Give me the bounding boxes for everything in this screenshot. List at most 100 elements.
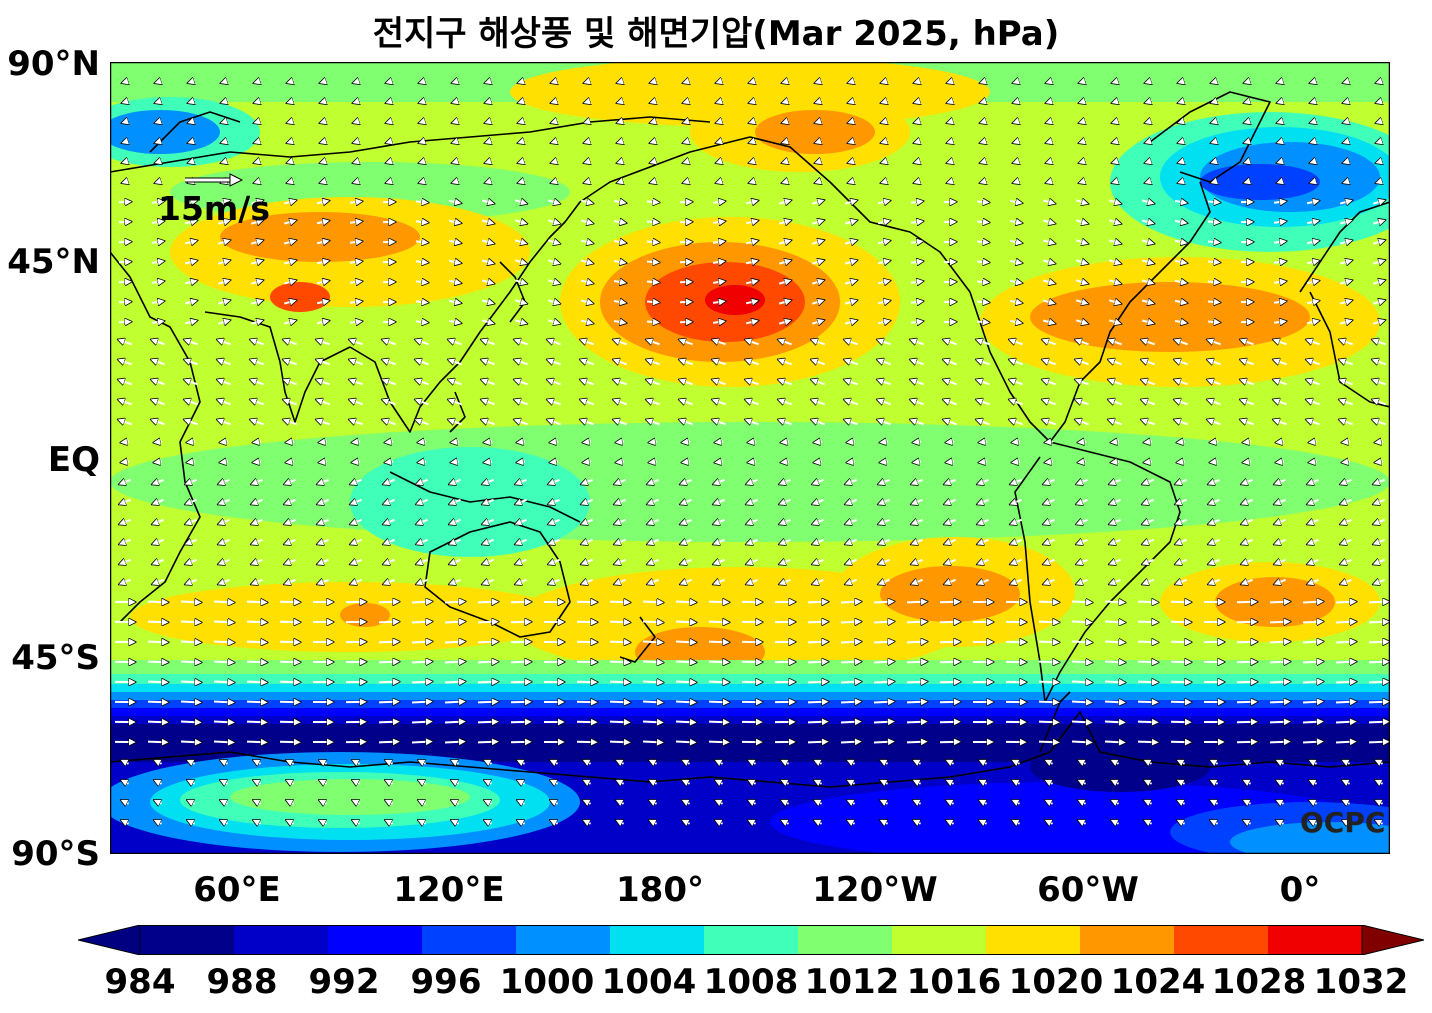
wind-arrow <box>848 101 854 103</box>
wind-arrow <box>576 602 597 603</box>
wind-arrow <box>873 642 894 643</box>
wind-arrow <box>350 540 362 544</box>
wind-arrow <box>514 280 527 283</box>
wind-arrow <box>448 301 461 303</box>
wind-arrow <box>188 161 194 163</box>
lon-label-60e: 60°E <box>193 870 281 910</box>
wind-arrow <box>1042 221 1055 224</box>
wind-arrow <box>1211 101 1217 103</box>
wind-arrow <box>547 200 560 203</box>
wind-arrow <box>514 360 528 365</box>
lon-label-180: 180° <box>616 870 704 910</box>
wind-arrow <box>1076 500 1088 504</box>
atlantic-high-core <box>1030 282 1310 352</box>
wind-arrow <box>320 121 326 123</box>
wind-arrow <box>548 480 560 484</box>
wind-arrow <box>547 340 561 345</box>
wind-arrow <box>184 400 198 405</box>
wind-arrow <box>1079 161 1085 163</box>
wind-arrow <box>1038 602 1059 603</box>
wind-arrow <box>946 462 955 463</box>
wind-arrow <box>350 480 362 484</box>
coast-europe <box>1299 201 1390 293</box>
wind-arrow <box>617 181 623 183</box>
wind-arrow <box>283 260 296 263</box>
wind-arrow <box>1145 101 1151 103</box>
wind-arrow <box>349 261 362 262</box>
wind-arrow <box>1306 301 1319 304</box>
wind-arrow <box>1306 241 1319 244</box>
wind-arrow <box>1174 281 1187 283</box>
icelandic-low-core <box>1200 164 1320 200</box>
wind-arrow <box>1373 520 1385 524</box>
wind-arrow <box>547 360 561 365</box>
wind-arrow <box>881 121 887 123</box>
coast-se-asia <box>349 136 751 433</box>
wind-arrow <box>642 682 663 683</box>
wind-arrow <box>350 580 362 584</box>
wind-arrow <box>151 301 164 303</box>
wind-arrow <box>287 81 293 83</box>
wind-arrow <box>910 420 924 425</box>
wind-arrow <box>715 462 724 463</box>
wind-arrow <box>152 560 164 564</box>
wind-arrow <box>485 81 491 83</box>
wind-arrow <box>749 81 755 83</box>
wind-arrow <box>715 442 724 443</box>
wind-arrow <box>708 702 729 703</box>
wind-arrow <box>1376 181 1382 183</box>
wind-arrow <box>878 500 890 504</box>
colorbar-segment-1020 <box>986 925 1081 955</box>
wind-arrow <box>1043 540 1055 544</box>
wind-arrow <box>807 642 828 643</box>
wind-arrow <box>147 682 168 683</box>
wind-arrow <box>319 442 328 443</box>
colorbar-segment-1032 <box>1268 925 1363 955</box>
wind-arrow <box>877 380 891 385</box>
coast-australia <box>424 521 571 638</box>
wind-arrow <box>1208 540 1220 544</box>
wind-arrow <box>581 500 593 504</box>
wind-arrow <box>353 101 359 103</box>
wind-arrow <box>551 81 557 83</box>
wind-arrow <box>1274 560 1286 564</box>
wind-arrow <box>382 400 396 405</box>
wind-arrow <box>1137 742 1158 743</box>
wind-arrow <box>683 181 689 183</box>
wind-arrow <box>614 540 626 544</box>
wind-arrow <box>613 400 627 405</box>
wind-arrow <box>386 81 392 83</box>
wind-arrow <box>213 702 234 703</box>
wind-arrow <box>1310 141 1316 143</box>
wind-arrow <box>811 220 823 223</box>
wind-arrow <box>284 540 296 544</box>
wind-arrow <box>1042 360 1056 365</box>
wind-arrow <box>980 161 986 163</box>
wind-arrow <box>217 380 231 385</box>
wind-arrow <box>217 320 230 323</box>
wind-arrow <box>613 221 626 223</box>
wind-arrow <box>1109 560 1121 564</box>
wind-arrow <box>350 560 362 564</box>
wind-arrow <box>448 261 461 263</box>
wind-arrow <box>749 121 755 123</box>
wind-arrow <box>444 682 465 683</box>
wind-arrow <box>349 281 362 282</box>
wind-arrow <box>1376 161 1382 163</box>
wind-arrow <box>1009 261 1022 263</box>
wind-arrow <box>349 221 362 222</box>
wind-arrow <box>1174 201 1187 203</box>
wind-arrow <box>712 281 725 283</box>
wind-arrow <box>1141 301 1154 304</box>
wind-arrow <box>943 340 957 345</box>
wind-arrow <box>1112 181 1118 183</box>
wind-arrow <box>675 722 696 723</box>
wind-arrow <box>944 480 956 484</box>
wind-arrow <box>877 241 890 244</box>
wind-arrow <box>1142 540 1154 544</box>
wind-arrow <box>1137 642 1158 643</box>
wind-arrow <box>1071 702 1092 703</box>
wind-arrow <box>1236 602 1257 603</box>
wind-arrow <box>378 682 399 683</box>
wind-arrow <box>1372 380 1386 385</box>
